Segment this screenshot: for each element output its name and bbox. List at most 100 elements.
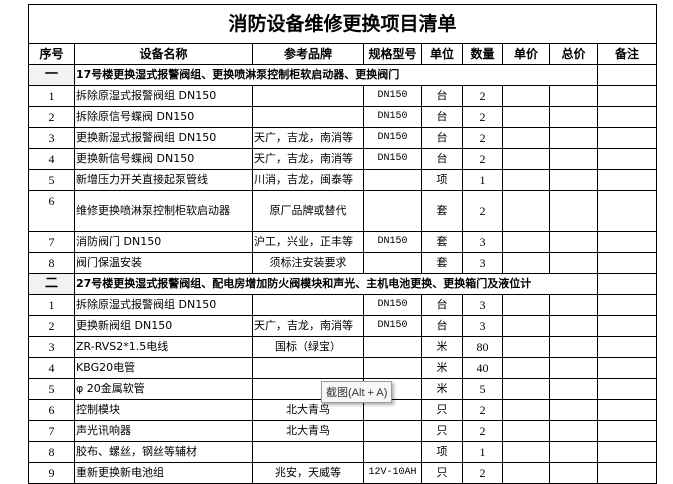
remark-cell (596, 357, 658, 379)
item-brand (252, 106, 364, 128)
total-price-cell (549, 420, 598, 442)
item-qty: 2 (462, 462, 503, 484)
item-name: 控制模块 (74, 399, 253, 421)
item-qty: 2 (462, 190, 503, 232)
item-qty: 5 (462, 378, 503, 400)
total-price-cell (549, 190, 598, 232)
table-row: 6 维修更换喷淋泵控制柜软启动器 原厂品牌或替代 套 2 (28, 190, 658, 232)
page-title: 消防设备维修更换项目清单 (27, 4, 658, 44)
section-title: 17号楼更换湿式报警阀组、更换喷淋泵控制柜软启动器、更换阀门 (74, 64, 598, 86)
item-unit: 台 (421, 85, 463, 107)
item-spec: DN150 (363, 148, 422, 170)
item-spec: DN150 (363, 294, 422, 316)
remark-cell (596, 106, 658, 128)
section-number: 二 (28, 273, 75, 295)
table-row: 4 更换新信号蝶阀 DN150 天广，吉龙，南消等 DN150 台 2 (28, 148, 658, 170)
item-qty: 40 (462, 357, 503, 379)
total-price-cell (549, 231, 598, 253)
section-number: 一 (28, 64, 75, 86)
item-spec (363, 336, 422, 358)
table-row: 3 更换新湿式报警阀组 DN150 天广，吉龙，南消等 DN150 台 2 (28, 127, 658, 149)
remark-cell (596, 127, 658, 149)
item-qty: 3 (462, 315, 503, 337)
item-name: KBG20电管 (74, 357, 253, 379)
item-spec (363, 441, 422, 463)
total-price-cell (549, 294, 598, 316)
total-price-cell (549, 399, 598, 421)
item-unit: 只 (421, 420, 463, 442)
column-header: 数量 (462, 43, 503, 65)
remark-cell (596, 378, 658, 400)
unit-price-cell (502, 169, 550, 191)
unit-price-cell (502, 190, 550, 232)
unit-price-cell (502, 462, 550, 484)
row-number: 3 (28, 127, 75, 149)
unit-price-cell (502, 85, 550, 107)
row-number: 4 (28, 148, 75, 170)
unit-price-cell (502, 252, 550, 274)
row-number: 5 (28, 169, 75, 191)
item-spec: DN150 (363, 127, 422, 149)
item-unit: 台 (421, 127, 463, 149)
item-spec (363, 357, 422, 379)
item-name: 新增压力开关直接起泵管线 (74, 169, 253, 191)
item-name: ZR-RVS2*1.5电线 (74, 336, 253, 358)
remark-cell (596, 462, 658, 484)
unit-price-cell (502, 441, 550, 463)
item-brand: 北大青鸟 (252, 420, 364, 442)
item-brand: 沪工，兴业，正丰等 (252, 231, 364, 253)
total-price-cell (549, 378, 598, 400)
item-unit: 台 (421, 294, 463, 316)
item-brand: 天广，吉龙，南消等 (252, 148, 364, 170)
unit-price-cell (502, 148, 550, 170)
item-spec: DN150 (363, 231, 422, 253)
item-qty: 3 (462, 294, 503, 316)
table-row: 2 拆除原信号蝶阀 DN150 DN150 台 2 (28, 106, 658, 128)
item-name: 维修更换喷淋泵控制柜软启动器 (74, 190, 253, 232)
column-header: 序号 (28, 43, 75, 65)
column-header: 参考品牌 (252, 43, 364, 65)
item-brand: 北大青鸟 (252, 399, 364, 421)
remark-cell (596, 252, 658, 274)
item-spec: DN150 (363, 85, 422, 107)
row-number: 1 (28, 294, 75, 316)
total-price-cell (549, 127, 598, 149)
item-unit: 套 (421, 190, 463, 232)
item-brand: 原厂品牌或替代 (252, 190, 364, 232)
column-header: 备注 (596, 43, 658, 65)
total-price-cell (549, 315, 598, 337)
item-unit: 项 (421, 441, 463, 463)
item-name: 更换新信号蝶阀 DN150 (74, 148, 253, 170)
item-brand (252, 441, 364, 463)
item-spec (363, 190, 422, 232)
remark-cell (596, 399, 658, 421)
item-unit: 只 (421, 399, 463, 421)
remark-cell (596, 85, 658, 107)
column-header: 设备名称 (74, 43, 253, 65)
row-number: 6 (28, 190, 75, 232)
unit-price-cell (502, 315, 550, 337)
unit-price-cell (502, 294, 550, 316)
row-number: 8 (28, 441, 75, 463)
total-price-cell (549, 148, 598, 170)
item-unit: 套 (421, 252, 463, 274)
item-unit: 米 (421, 336, 463, 358)
remark-cell (596, 315, 658, 337)
cell (596, 273, 658, 295)
unit-price-cell (502, 357, 550, 379)
remark-cell (596, 441, 658, 463)
item-name: 阀门保温安装 (74, 252, 253, 274)
unit-price-cell (502, 127, 550, 149)
item-name: 重新更换新电池组 (74, 462, 253, 484)
row-number: 9 (28, 462, 75, 484)
table-row: 5 新增压力开关直接起泵管线 川消，吉龙，闽泰等 项 1 (28, 169, 658, 191)
item-unit: 台 (421, 315, 463, 337)
total-price-cell (549, 85, 598, 107)
item-qty: 2 (462, 420, 503, 442)
item-name: 声光讯响器 (74, 420, 253, 442)
remark-cell (596, 148, 658, 170)
section-row: 一 17号楼更换湿式报警阀组、更换喷淋泵控制柜软启动器、更换阀门 (28, 64, 658, 86)
item-unit: 套 (421, 231, 463, 253)
table-row: 6 控制模块 北大青鸟 只 2 (28, 399, 658, 421)
